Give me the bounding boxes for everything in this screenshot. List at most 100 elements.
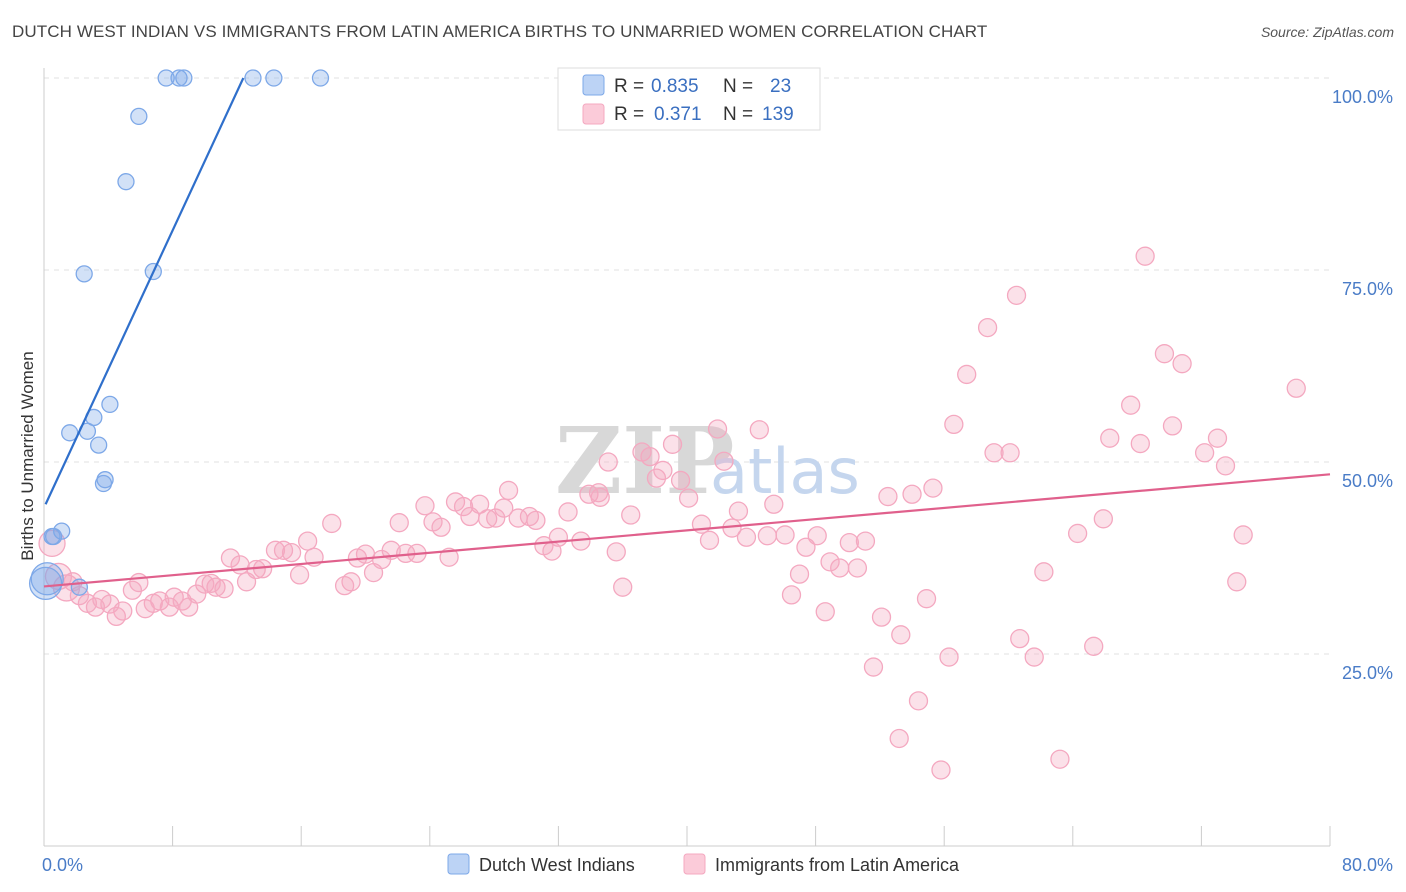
latin-point bbox=[1034, 562, 1054, 582]
latin-point bbox=[1050, 749, 1070, 769]
latin-point bbox=[439, 547, 459, 567]
latin-point bbox=[1084, 636, 1104, 656]
latin-point bbox=[839, 532, 860, 553]
latin-point bbox=[749, 420, 769, 440]
latin-point bbox=[486, 508, 506, 528]
latin-point bbox=[355, 544, 376, 564]
axes bbox=[43, 68, 1331, 847]
latin-point bbox=[548, 527, 569, 547]
latin-point bbox=[984, 443, 1004, 463]
dutch-point bbox=[96, 471, 114, 489]
dutch-point bbox=[117, 173, 135, 191]
latin-point bbox=[579, 484, 599, 504]
latin-point bbox=[764, 494, 784, 514]
latin-point bbox=[878, 486, 898, 507]
latin-trend-line bbox=[43, 473, 1331, 588]
dutch-point bbox=[130, 107, 148, 126]
latin-point bbox=[1194, 443, 1215, 463]
latin-point bbox=[889, 728, 909, 749]
data-points bbox=[28, 69, 1306, 780]
legend-r-value-2: 0.371 bbox=[654, 104, 702, 125]
latin-point bbox=[606, 542, 626, 562]
y-tick-label: 100.0% bbox=[1332, 87, 1393, 107]
latin-point bbox=[957, 364, 977, 385]
legend-r-value-1: 0.835 bbox=[651, 76, 699, 97]
dutch-point bbox=[70, 578, 89, 596]
bottom-legend-swatch-dutch bbox=[447, 853, 470, 875]
dutch-point bbox=[311, 69, 330, 87]
latin-point bbox=[781, 585, 802, 605]
latin-point bbox=[1006, 285, 1027, 305]
tick-labels: 25.0% 50.0% 75.0% 100.0% 0.0% 80.0% bbox=[42, 87, 1393, 875]
y-tick-label: 75.0% bbox=[1342, 279, 1393, 299]
dutch-point bbox=[101, 395, 119, 414]
dutch-point bbox=[44, 527, 63, 546]
latin-point bbox=[526, 510, 546, 531]
dutch-point bbox=[30, 562, 64, 596]
latin-point bbox=[206, 577, 226, 597]
latin-point bbox=[187, 584, 207, 604]
dutch-point bbox=[175, 69, 193, 87]
legend-n-value-1: 23 bbox=[770, 76, 791, 97]
latin-point bbox=[939, 647, 959, 667]
dutch-point bbox=[170, 69, 188, 87]
latin-point bbox=[273, 540, 294, 560]
latin-point bbox=[214, 579, 234, 599]
latin-point bbox=[908, 691, 929, 711]
stats-legend: R = 0.835 N = 23 R = 0.371 N = 139 bbox=[557, 67, 821, 131]
latin-point bbox=[113, 601, 133, 621]
latin-point bbox=[678, 488, 699, 508]
latin-point bbox=[289, 565, 310, 585]
legend-n-value-2: 139 bbox=[762, 104, 794, 125]
latin-point bbox=[855, 531, 876, 551]
latin-point bbox=[1093, 509, 1113, 529]
latin-point bbox=[478, 509, 498, 529]
dutch-trend-line bbox=[44, 77, 245, 505]
watermark-atlas: atlas bbox=[710, 435, 860, 508]
latin-point bbox=[640, 446, 660, 467]
latin-point bbox=[341, 572, 361, 592]
latin-point bbox=[1233, 525, 1253, 545]
latin-point bbox=[1121, 395, 1141, 415]
legend-n-label-2: N = bbox=[723, 104, 753, 125]
latin-point bbox=[830, 558, 850, 578]
y-tick-label: 25.0% bbox=[1342, 663, 1393, 683]
latin-point bbox=[1010, 628, 1030, 649]
legend-swatch-latin bbox=[582, 103, 605, 125]
latin-point bbox=[1154, 344, 1175, 364]
latin-point bbox=[613, 577, 633, 597]
latin-point bbox=[728, 501, 749, 521]
latin-point bbox=[469, 494, 490, 514]
latin-point bbox=[977, 317, 998, 338]
latin-point bbox=[297, 531, 318, 551]
latin-point bbox=[670, 470, 691, 491]
bottom-legend-swatch-latin bbox=[683, 853, 706, 875]
latin-point bbox=[944, 414, 964, 435]
latin-point bbox=[699, 530, 720, 550]
trend-lines bbox=[43, 77, 1331, 588]
grid-lines bbox=[44, 77, 1330, 655]
x-tick-label: 0.0% bbox=[42, 855, 83, 875]
latin-point bbox=[453, 496, 474, 517]
latin-point bbox=[415, 496, 435, 516]
latin-point bbox=[590, 487, 610, 507]
latin-point bbox=[230, 555, 250, 575]
x-tick-label: 80.0% bbox=[1342, 855, 1393, 875]
series-legend: Dutch West Indians Immigrants from Latin… bbox=[447, 853, 960, 875]
latin-point bbox=[122, 580, 143, 600]
latin-point bbox=[1100, 428, 1120, 448]
chart-title: DUTCH WEST INDIAN VS IMMIGRANTS FROM LAT… bbox=[12, 22, 988, 41]
latin-point bbox=[757, 526, 778, 546]
dutch-point bbox=[244, 69, 262, 87]
bottom-legend-label-latin: Immigrants from Latin America bbox=[715, 855, 960, 875]
latin-point bbox=[558, 502, 578, 522]
latin-point bbox=[1172, 354, 1192, 374]
latin-point bbox=[916, 589, 937, 609]
latin-point bbox=[1130, 433, 1150, 454]
latin-point bbox=[322, 513, 342, 534]
legend-r-label-1: R = bbox=[614, 76, 644, 97]
dutch-point bbox=[157, 69, 175, 87]
latin-point bbox=[863, 657, 884, 677]
latin-point bbox=[714, 451, 734, 471]
latin-point bbox=[431, 517, 451, 537]
